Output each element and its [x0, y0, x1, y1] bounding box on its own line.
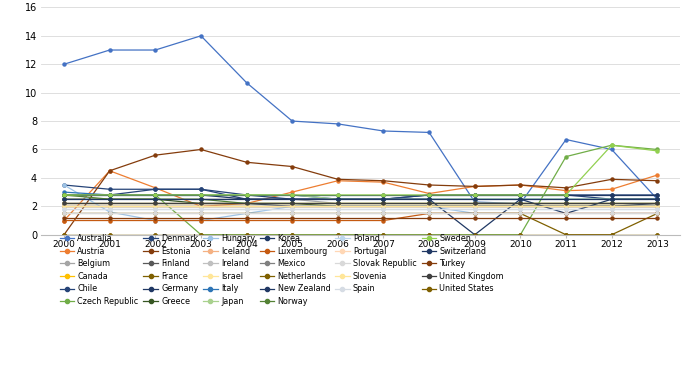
Legend: Australia, Austria, Belgium, Canada, Chile, Czech Republic, Denmark, Estonia, Fi: Australia, Austria, Belgium, Canada, Chi…: [58, 232, 506, 308]
